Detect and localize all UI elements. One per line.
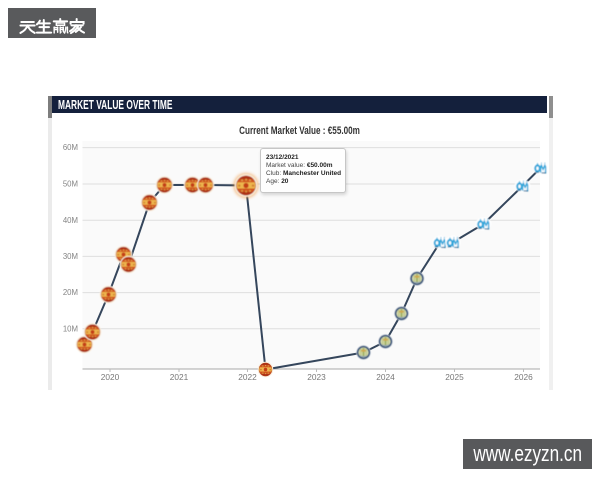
svg-text:2025: 2025: [445, 372, 464, 382]
svg-text:30M: 30M: [63, 252, 78, 261]
svg-text:2023: 2023: [307, 372, 326, 382]
svg-text:2024: 2024: [376, 372, 395, 382]
svg-text:50M: 50M: [63, 180, 78, 189]
svg-text:2021: 2021: [170, 372, 189, 382]
svg-text:20M: 20M: [63, 288, 78, 297]
svg-text:40M: 40M: [63, 216, 78, 225]
svg-text:2022: 2022: [238, 372, 257, 382]
svg-text:10M: 10M: [63, 324, 78, 333]
svg-text:2020: 2020: [101, 372, 120, 382]
svg-text:2026: 2026: [514, 372, 533, 382]
svg-text:60M: 60M: [63, 143, 78, 152]
